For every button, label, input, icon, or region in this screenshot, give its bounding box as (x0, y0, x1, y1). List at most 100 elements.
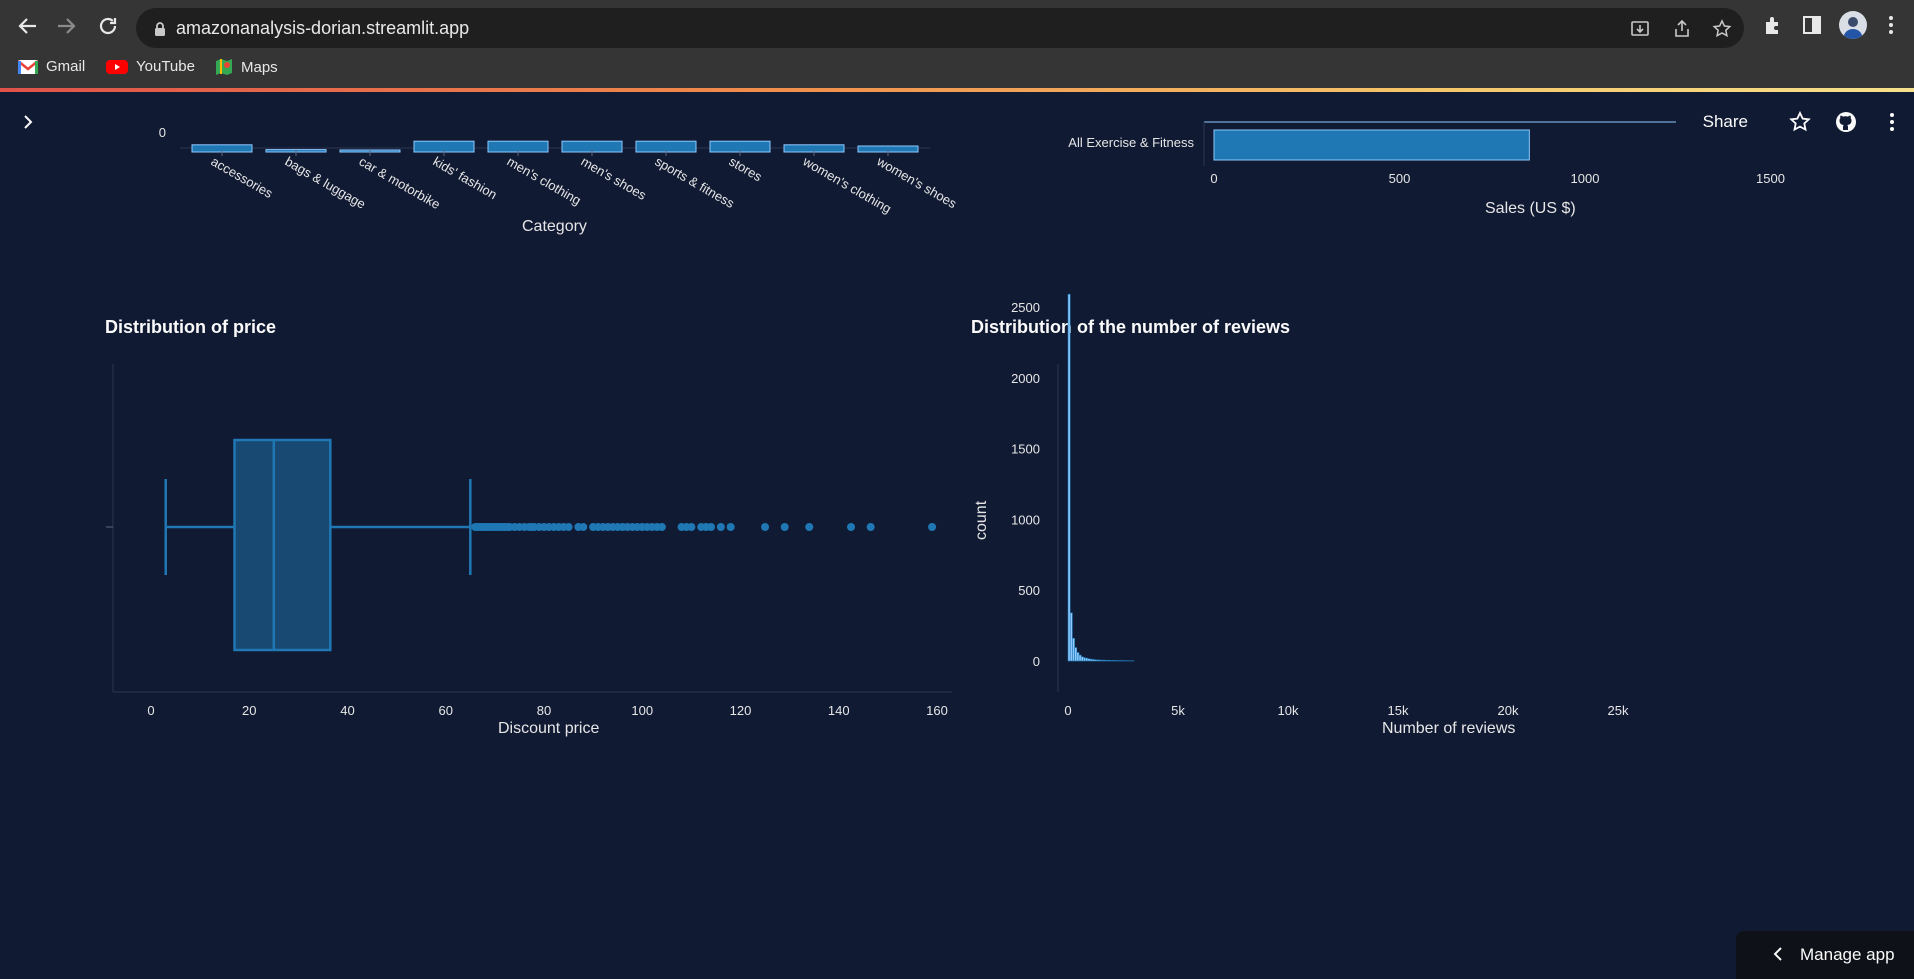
manage-app-button[interactable]: Manage app (1736, 931, 1914, 979)
side-panel-icon[interactable] (1801, 14, 1823, 36)
install-icon[interactable] (1630, 19, 1650, 39)
histogram-bar (1085, 657, 1089, 662)
manage-app-label: Manage app (1800, 945, 1895, 964)
bookmark-maps[interactable]: Maps (215, 58, 278, 76)
youtube-icon (106, 59, 128, 74)
sales-x-tick-label: 1000 (1571, 171, 1600, 186)
box-x-tick-label: 140 (828, 703, 850, 718)
box-x-tick-label: 80 (537, 703, 551, 718)
histogram-bar (1067, 293, 1071, 662)
x-tick-label: accessories (209, 154, 276, 202)
gmail-icon (18, 59, 38, 74)
iqr-box (233, 438, 332, 652)
histogram-bar (1080, 656, 1084, 662)
category-x-axis-title: Category (522, 218, 587, 235)
price-box-plot: 0 20 40 60 80 100 120 140 160 (106, 364, 952, 718)
histogram-bar (1069, 612, 1073, 662)
histogram-bar (1107, 659, 1111, 662)
back-button[interactable] (14, 12, 42, 40)
x-tick-label: sports & fitness (653, 154, 738, 212)
arrow-left-icon (18, 18, 36, 34)
reviews-chart-title: Distribution of the number of reviews (971, 317, 1291, 337)
histogram-bar (1096, 659, 1100, 662)
bookmark-label: Gmail (46, 58, 86, 75)
histogram-bar (1089, 658, 1093, 662)
hist-x-tick-label: 25k (1608, 703, 1629, 718)
app-main: Share 0 accessories bags & luggage car & m… (0, 92, 1914, 979)
outlier-point (928, 523, 937, 531)
outlier-point (761, 523, 770, 531)
histogram-bar (1074, 647, 1078, 662)
sales-x-tick-label: 1500 (1756, 171, 1785, 186)
histogram-bar (1109, 660, 1113, 662)
lock-icon (155, 22, 165, 36)
forward-button[interactable] (52, 12, 80, 40)
hist-x-tick-label: 0 (1064, 703, 1071, 718)
sales-x-axis-title: Sales (US $) (1485, 200, 1576, 217)
histogram-bar (1094, 659, 1097, 662)
profile-avatar[interactable] (1839, 11, 1867, 39)
bookmark-gmail[interactable]: Gmail (18, 58, 85, 75)
box-x-tick-label: 20 (242, 703, 256, 718)
reviews-x-axis-title: Number of reviews (1382, 720, 1516, 737)
address-bar[interactable]: amazonanalysis-dorian.streamlit.app (136, 8, 1744, 48)
bookmarks-bar: Gmail YouTube Maps (0, 56, 1914, 84)
outlier-point (847, 523, 856, 531)
y-tick-label: 0 (159, 125, 166, 140)
price-chart-title: Distribution of price (105, 317, 276, 337)
x-tick-label: bags & luggage (283, 154, 369, 212)
outlier-point (579, 523, 588, 531)
bookmark-youtube[interactable]: YouTube (106, 58, 195, 75)
histogram-bar (1091, 659, 1095, 662)
histogram-bar (1105, 659, 1108, 662)
histogram-bar (1098, 659, 1102, 662)
hist-x-tick-label: 20k (1498, 703, 1519, 718)
histogram-bar (1102, 659, 1106, 662)
hist-y-tick-label: 1000 (1011, 512, 1040, 527)
github-icon[interactable] (1834, 110, 1858, 134)
outlier-point (564, 523, 573, 531)
hist-x-tick-label: 10k (1278, 703, 1299, 718)
url-text: amazonanalysis-dorian.streamlit.app (176, 18, 470, 38)
chevron-right-icon[interactable] (18, 112, 38, 132)
sales-bar (1213, 129, 1530, 161)
box-x-tick-label: 60 (439, 703, 453, 718)
x-tick-label: stores (727, 154, 766, 185)
price-x-axis-title: Discount price (498, 720, 600, 737)
share-button[interactable]: Share (1702, 112, 1748, 131)
hist-y-tick-label: 2000 (1011, 371, 1040, 386)
hist-y-tick-label: 2500 (1011, 300, 1040, 315)
hist-y-tick-label: 500 (1018, 583, 1040, 598)
outlier-point (866, 523, 875, 531)
x-tick-label: car & motorbike (357, 154, 443, 213)
hist-x-tick-label: 5k (1171, 703, 1185, 718)
outlier-point (726, 523, 735, 531)
extensions-icon[interactable] (1762, 14, 1784, 36)
box-x-tick-label: 40 (340, 703, 354, 718)
maps-icon (216, 59, 232, 75)
hist-x-tick-label: 15k (1388, 703, 1409, 718)
star-bookmark-icon[interactable] (1712, 19, 1732, 39)
outlier-point (716, 523, 725, 531)
main-menu-icon[interactable] (1880, 110, 1904, 134)
star-icon[interactable] (1788, 110, 1812, 134)
share-page-icon[interactable] (1672, 19, 1692, 39)
histogram-bar (1072, 638, 1075, 662)
outlier-point (805, 523, 814, 531)
more-menu-icon[interactable] (1880, 14, 1902, 36)
streamlit-decoration-bar (0, 88, 1914, 92)
reviews-y-axis-title: count (973, 500, 990, 540)
outlier-point (780, 523, 789, 531)
histogram-bar (1100, 659, 1104, 662)
histogram-bar (1113, 660, 1117, 662)
reload-icon (99, 17, 117, 35)
reload-button[interactable] (94, 12, 122, 40)
hist-y-tick-label: 0 (1033, 654, 1040, 669)
sales-category-label: All Exercise & Fitness (1068, 135, 1194, 150)
histogram-bar (1078, 654, 1082, 662)
x-tick-label: kids' fashion (431, 154, 500, 203)
sales-x-tick-label: 500 (1389, 171, 1411, 186)
hist-y-tick-label: 1500 (1011, 442, 1040, 457)
x-tick-label: men's shoes (579, 154, 650, 204)
